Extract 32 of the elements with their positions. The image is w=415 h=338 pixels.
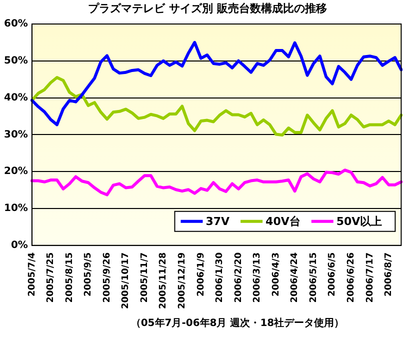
x-tick-label: 2005/7/25	[46, 252, 56, 303]
x-tick-label: 2006/4/3	[271, 252, 282, 296]
x-tick-label: 2006/4/24	[290, 252, 300, 303]
x-tick-label: 2006/5/15	[308, 252, 319, 303]
x-tick-label: 2005/12/19	[177, 252, 188, 309]
x-tick-label: 2006/1/9	[196, 252, 206, 296]
text: （05年7月-06年8月 週次・18社データ使用）	[130, 316, 346, 330]
y-tick-label: 20%	[4, 166, 28, 178]
x-tick-label: 2005/8/15	[64, 252, 75, 303]
y-tick-label: 40%	[4, 92, 28, 104]
x-tick-label: 2006/8/7	[384, 252, 394, 296]
y-tick-label: 50%	[4, 55, 28, 66]
x-tick-label: 2005/7/4	[27, 252, 38, 296]
legend-label: 50V以上	[336, 215, 382, 228]
x-tick-label: 2005/11/7	[140, 252, 150, 303]
x-tick-label: 2005/9/5	[84, 252, 94, 296]
chart-title: プラズマテレビ サイズ別 販売台数構成比の推移	[87, 1, 328, 16]
y-tick-label: 60%	[4, 18, 28, 30]
y-tick-label: 30%	[4, 129, 28, 140]
x-tick-label: 2006/1/30	[215, 252, 226, 303]
x-tick-label: 2006/7/17	[365, 252, 376, 303]
x-tick-label: 2006/6/26	[346, 252, 356, 303]
x-tick-label: 2005/9/26	[102, 252, 112, 303]
x-tick-label: 2006/2/20	[234, 252, 244, 303]
legend-label: 37V	[206, 215, 230, 228]
y-tick-label: 10%	[4, 203, 28, 214]
x-tick-label: 2005/10/17	[121, 252, 132, 309]
x-tick-label: 2005/11/28	[158, 252, 169, 309]
y-tick-label: 0%	[10, 240, 28, 251]
x-tick-label: 2006/3/13	[252, 252, 263, 303]
legend-label: 40V台	[266, 215, 300, 228]
x-tick-label: 2006/6/5	[328, 252, 338, 296]
